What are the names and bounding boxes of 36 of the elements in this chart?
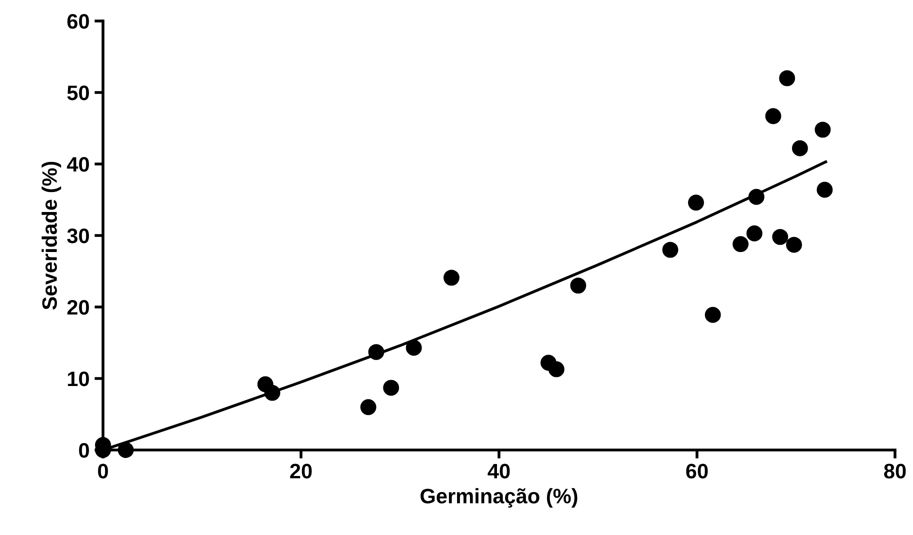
point	[444, 270, 460, 286]
point	[662, 242, 678, 258]
x-tick-label: 80	[884, 464, 906, 478]
x-tick-label: 60	[686, 464, 708, 478]
point	[570, 278, 586, 294]
y-tick-label: 60	[67, 14, 89, 29]
point	[406, 340, 422, 356]
point	[368, 344, 384, 360]
point	[792, 140, 808, 156]
x-axis-title: Germinação (%)	[420, 488, 578, 508]
point	[779, 70, 796, 86]
point	[746, 225, 762, 242]
point	[118, 442, 134, 458]
y-tick-label: 10	[68, 372, 89, 386]
point	[765, 108, 782, 124]
point	[704, 306, 721, 323]
point	[360, 399, 376, 416]
y-tick-label: 50	[67, 86, 89, 100]
point	[786, 236, 802, 253]
point	[548, 361, 564, 378]
point	[814, 122, 831, 138]
x-tick-label: 0	[98, 464, 108, 478]
point	[772, 228, 788, 245]
point	[816, 182, 833, 198]
x-tick-label: 20	[290, 464, 312, 478]
x-tick-label: 40	[488, 464, 510, 478]
y-tick-label: 30	[67, 228, 89, 244]
point	[383, 380, 400, 396]
y-axis-title: Severidade (%)	[42, 162, 62, 310]
point	[732, 236, 749, 252]
y-tick-label: 40	[66, 157, 89, 172]
point	[748, 188, 764, 205]
point	[264, 384, 280, 401]
y-tick-label: 20	[67, 300, 89, 315]
point	[688, 194, 704, 211]
y-tick-label: 0	[79, 443, 89, 458]
